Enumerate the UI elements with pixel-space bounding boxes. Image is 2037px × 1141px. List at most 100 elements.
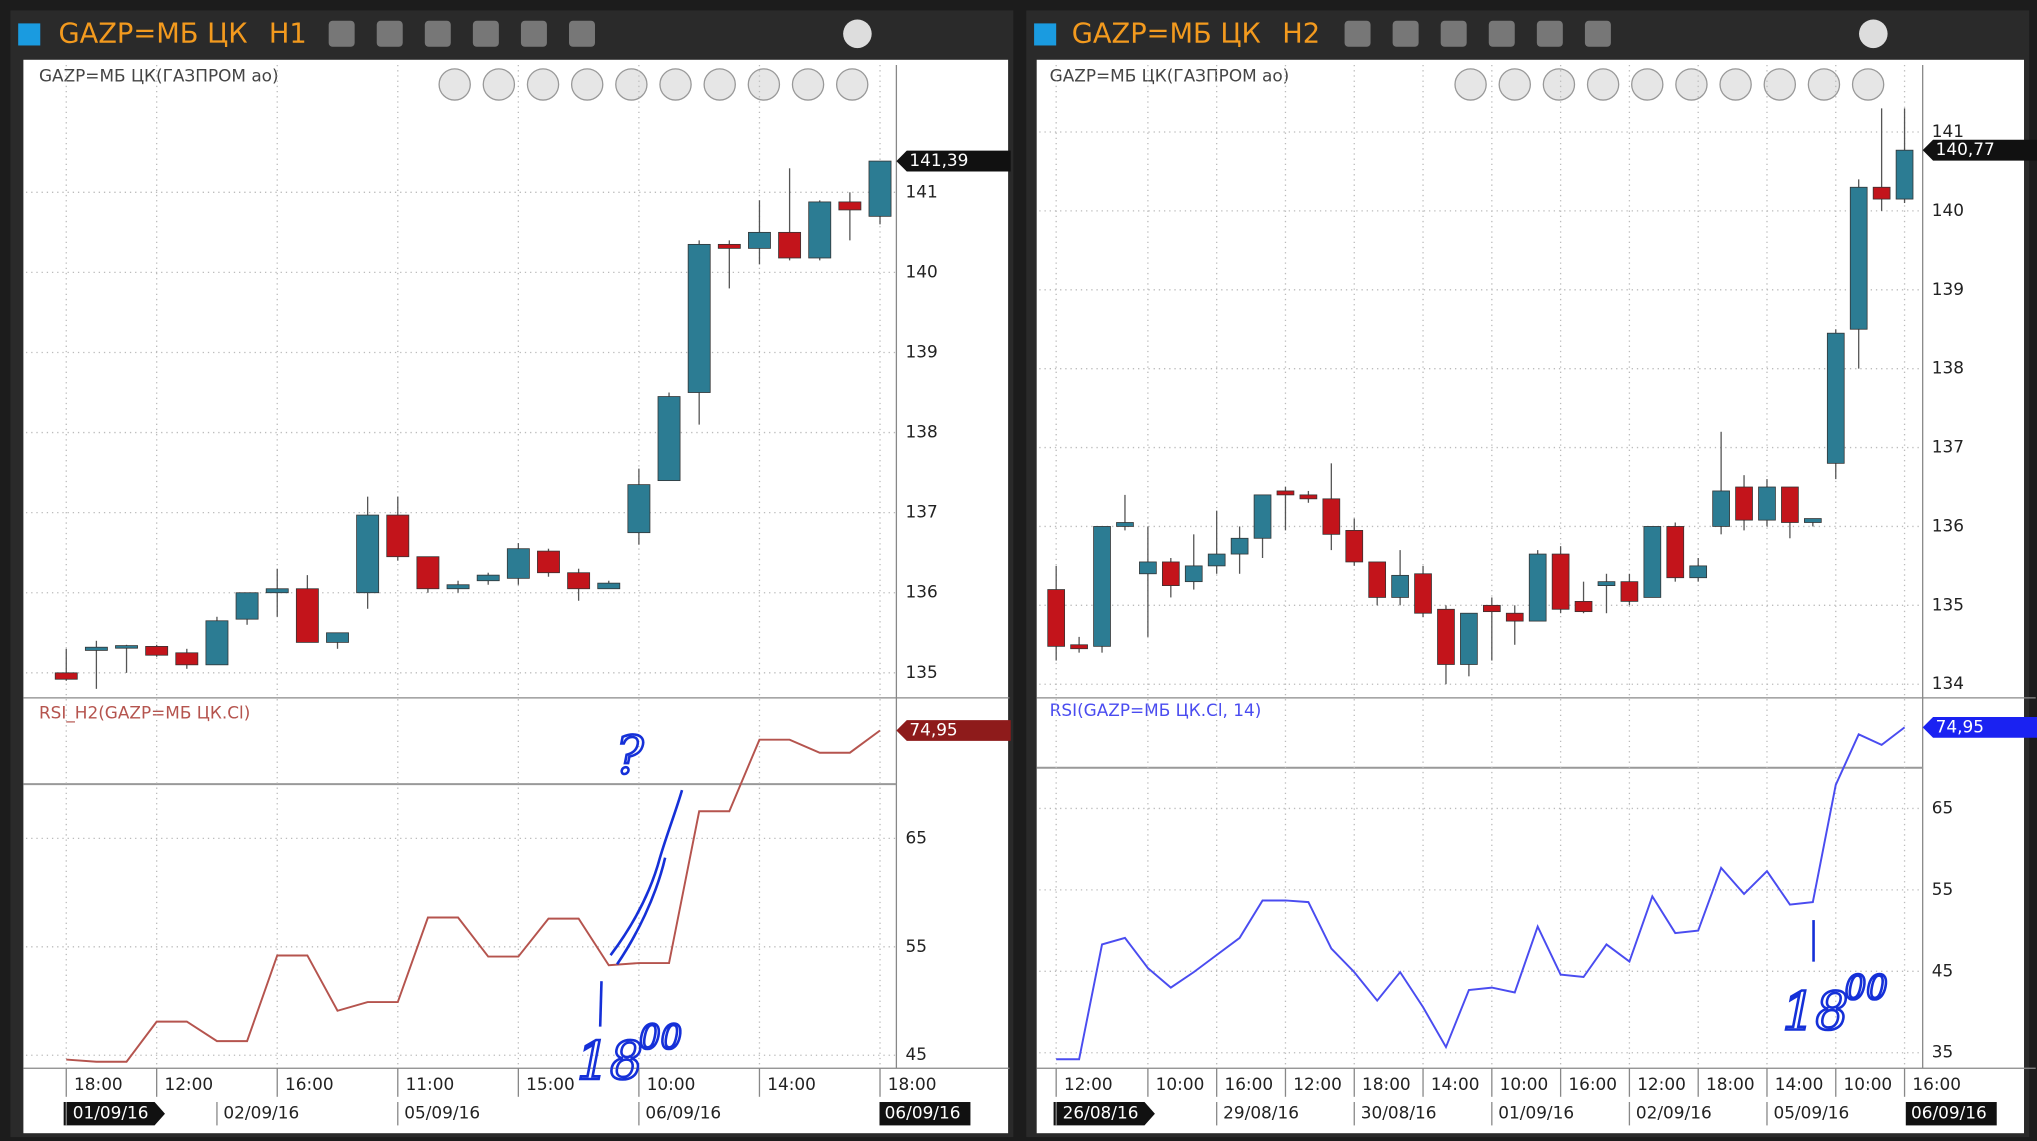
candle-body xyxy=(416,556,440,590)
candle-body xyxy=(145,646,169,656)
toolbar-icon[interactable] xyxy=(569,20,595,47)
nav-button[interactable] xyxy=(1763,68,1797,101)
rsi-panel-title: RSI(GAZP=МБ ЦК.Cl, 14) xyxy=(1050,700,1262,720)
nav-button[interactable] xyxy=(703,68,736,101)
nav-button[interactable] xyxy=(482,68,516,101)
price-panel-title: GAZP=МБ ЦК(ГАЗПРОМ ао) xyxy=(1050,66,1290,86)
toolbar-icon[interactable] xyxy=(1392,20,1419,47)
candle-body xyxy=(1849,186,1868,330)
annotation: 00 xyxy=(1845,968,1888,1007)
y-tick-label: 140 xyxy=(1932,200,1964,220)
hand-line xyxy=(616,857,667,965)
candle-body xyxy=(1437,608,1455,665)
toolbar-icon[interactable] xyxy=(1440,20,1467,47)
date-box xyxy=(63,1102,165,1126)
candle-body xyxy=(1804,518,1822,523)
candle-body xyxy=(808,201,832,259)
candle-body xyxy=(1551,553,1570,610)
nav-button[interactable] xyxy=(659,68,692,101)
candle-body xyxy=(1505,612,1524,622)
y-tick-label: 138 xyxy=(1932,358,1964,378)
candle-body xyxy=(1643,526,1662,598)
toolbar-icon[interactable] xyxy=(1584,20,1611,47)
candle-body xyxy=(657,396,681,482)
y-tick-label: 141 xyxy=(905,181,937,201)
candle-body xyxy=(1482,604,1501,613)
candle-body xyxy=(627,484,651,534)
x-tick-label: 16:00 xyxy=(1224,1074,1273,1094)
nav-button[interactable] xyxy=(570,68,604,101)
last-rsi: 74,95 xyxy=(1936,716,1984,736)
candle-body xyxy=(1781,486,1799,523)
timeframe[interactable]: H2 xyxy=(1282,19,1320,50)
nav-button[interactable] xyxy=(747,68,781,101)
rsi-panel-title: RSI_H2(GAZP=МБ ЦК.Cl) xyxy=(39,702,250,723)
toolbar-icon[interactable] xyxy=(1344,20,1371,47)
nav-button[interactable] xyxy=(1675,68,1708,101)
toolbar-icon[interactable] xyxy=(520,20,547,47)
candle-body xyxy=(1620,581,1639,602)
current-date: 06/09/16 xyxy=(885,1103,961,1123)
window-title: GAZP=МБ ЦК xyxy=(1072,19,1261,50)
nav-button[interactable] xyxy=(1631,68,1664,101)
nav-button[interactable] xyxy=(1586,68,1620,101)
candle-body xyxy=(326,632,349,643)
nav-button[interactable] xyxy=(526,68,560,101)
toolbar-icon[interactable] xyxy=(1859,19,1888,49)
timeframe[interactable]: H1 xyxy=(269,19,307,50)
last-price: 140,77 xyxy=(1936,139,1995,159)
candle-body xyxy=(1207,553,1226,567)
nav-button[interactable] xyxy=(438,68,471,101)
toolbar-icon[interactable] xyxy=(843,19,872,49)
nav-button[interactable] xyxy=(1807,68,1841,101)
current-date: 06/09/16 xyxy=(1911,1103,1987,1123)
candle-body xyxy=(778,231,802,259)
candle-body xyxy=(838,201,862,211)
toolbar-icon[interactable] xyxy=(1536,20,1563,47)
candle-body xyxy=(115,645,138,649)
nav-button[interactable] xyxy=(1454,68,1487,101)
toolbar-icon[interactable] xyxy=(328,20,355,47)
nav-button[interactable] xyxy=(1719,68,1752,101)
candle-body xyxy=(868,160,892,217)
marks: 135 136 137 138 139 140 141 45 55 65 18:00 12:00 16:… xyxy=(23,19,2037,1126)
annotation: ? xyxy=(616,727,645,787)
candle-body xyxy=(1391,574,1409,598)
toolbar-icon[interactable] xyxy=(472,20,499,47)
y-tick-label: 45 xyxy=(1932,960,1953,980)
y-tick-label: 137 xyxy=(905,502,937,522)
last-price: 141,39 xyxy=(909,150,968,170)
candle-body xyxy=(567,572,591,590)
candle-body xyxy=(1184,565,1203,583)
toolbar-icon[interactable] xyxy=(376,20,403,47)
candle-body xyxy=(1872,186,1891,200)
y-tick-label: 140 xyxy=(905,261,937,281)
y-tick-label: 135 xyxy=(905,662,937,682)
x-tick-label: 15:00 xyxy=(526,1074,575,1094)
rsi-line xyxy=(1056,726,1906,1061)
y-tick-label: 135 xyxy=(1932,594,1964,614)
nav-button[interactable] xyxy=(615,68,648,101)
y-tick-label: 134 xyxy=(1932,673,1964,693)
x-tick-label: 18:00 xyxy=(74,1074,123,1094)
candle-body xyxy=(356,514,380,594)
candle-body xyxy=(1460,612,1478,665)
toolbar-icon[interactable] xyxy=(1488,20,1515,47)
candle-body xyxy=(1414,573,1432,614)
nav-button[interactable] xyxy=(1851,68,1885,101)
nav-button[interactable] xyxy=(791,68,825,101)
candle-body xyxy=(175,652,199,666)
nav-button[interactable] xyxy=(1498,68,1531,101)
y-tick-label: 136 xyxy=(1932,515,1964,535)
x-tick-label: 12:00 xyxy=(164,1074,213,1094)
date-label: 06/09/16 xyxy=(645,1103,721,1123)
x-tick-label: 14:00 xyxy=(767,1074,816,1094)
nav-button[interactable] xyxy=(1542,68,1576,101)
annotation: 00 xyxy=(639,1018,682,1057)
toolbar-icon[interactable] xyxy=(424,20,451,47)
y-tick-label: 136 xyxy=(905,582,937,602)
price-label-box xyxy=(1922,139,2037,161)
y-tick-label: 35 xyxy=(1932,1042,1953,1062)
nav-button[interactable] xyxy=(835,68,869,101)
candle-body xyxy=(1574,600,1593,613)
